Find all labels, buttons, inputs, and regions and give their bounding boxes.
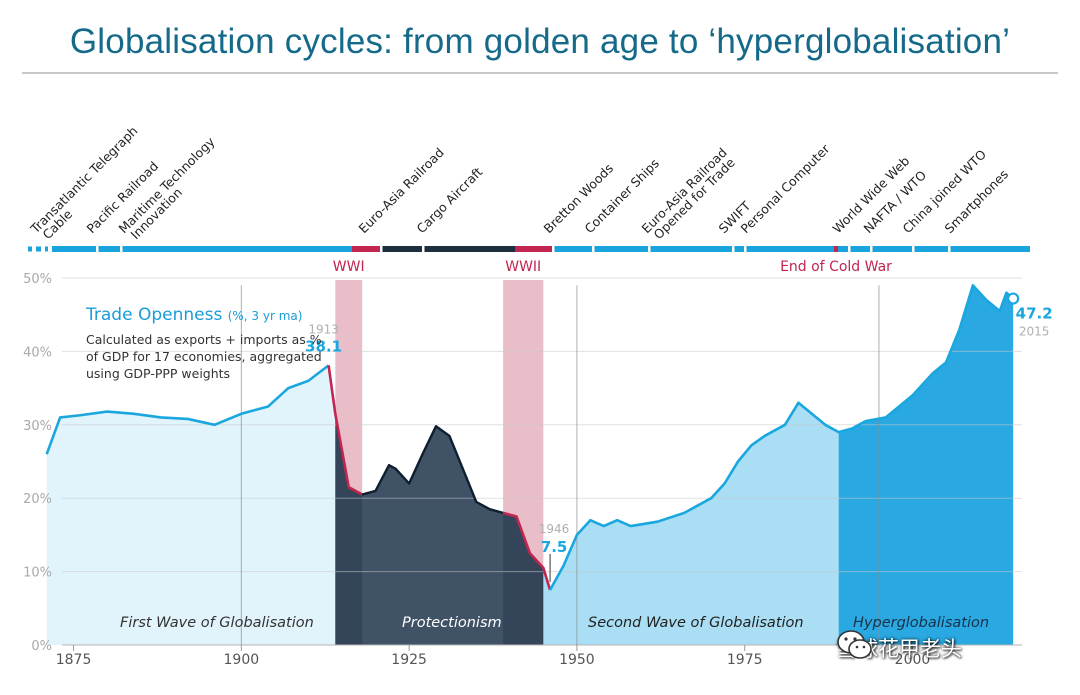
region-label: Second Wave of Globalisation: [588, 615, 804, 631]
timeline-separator: [848, 245, 851, 253]
y-tick-label: 30%: [23, 419, 52, 434]
event-label: Personal Computer: [738, 141, 834, 237]
chart-description-line: using GDP-PPP weights: [86, 366, 230, 381]
timeline-separator: [592, 245, 595, 253]
watermark: 雪球花甲老头: [836, 628, 1066, 668]
annotation-value-2015: 47.2: [1016, 305, 1053, 323]
timeline-dot: [36, 246, 41, 252]
annotation-value-1913: 38.1: [305, 337, 342, 355]
timeline-separator: [380, 245, 383, 253]
region-label: Protectionism: [402, 615, 502, 631]
annotation-year-1946: 1946: [539, 522, 570, 536]
war-label-end-cold-war: End of Cold War: [780, 259, 892, 275]
timeline-dot: [45, 246, 48, 252]
chart-title: Trade Openness (%, 3 yr ma): [85, 305, 302, 325]
x-tick-label: 1975: [727, 652, 763, 668]
timeline-layer: [28, 245, 1030, 253]
region-hyperglobalisation: [838, 285, 1014, 645]
timeline-separator: [744, 245, 747, 253]
end-point-marker: [1007, 292, 1020, 305]
timeline-segment: [422, 246, 515, 252]
trade-openness-line-3: [548, 284, 1015, 591]
timeline-dot: [28, 246, 32, 252]
timeline-separator: [120, 245, 123, 253]
timeline-separator: [552, 245, 555, 253]
region-label: Hyperglobalisation: [853, 615, 989, 631]
region-layers: [46, 280, 1014, 645]
x-tick-label: 1925: [391, 652, 427, 668]
grid-layer: [62, 277, 1022, 651]
timeline-separator: [912, 245, 915, 253]
y-tick-label: 0%: [31, 639, 52, 654]
decline-line-wwi: [327, 365, 363, 496]
annotation-year-1913: 1913: [308, 322, 339, 336]
y-tick-label: 50%: [23, 272, 52, 287]
x-tick-label: 1950: [559, 652, 595, 668]
x-tick-label: 1875: [56, 652, 92, 668]
war-label-wwii: WWII: [505, 259, 541, 275]
title-divider: [22, 72, 1058, 74]
timeline-segment: [352, 246, 380, 252]
decline-line-wwii: [502, 511, 552, 591]
y-tick-label: 40%: [23, 345, 52, 360]
timeline-separator: [948, 245, 951, 253]
timeline-segment: [838, 246, 1030, 252]
wechat-icon: [837, 630, 872, 659]
region-second-wave: [543, 402, 839, 645]
x-tick-label: 2000: [895, 652, 931, 668]
timeline-segment: [834, 246, 838, 252]
timeline-separator: [732, 245, 735, 253]
chart-description-line: of GDP for 17 economies, aggregated: [86, 349, 322, 364]
region-label: First Wave of Globalisation: [120, 615, 314, 631]
trade-openness-line-1: [45, 364, 330, 455]
line-layer: [45, 284, 1020, 591]
region-first-wave: [46, 365, 336, 645]
timeline-segment: [380, 246, 422, 252]
timeline-segment: [52, 246, 352, 252]
timeline-segment: [515, 246, 552, 252]
trade-openness-line-2: [361, 425, 504, 515]
timeline-segment: [552, 246, 834, 252]
war-overlay: [335, 413, 363, 645]
region-protectionism: [335, 413, 544, 645]
timeline-separator: [422, 245, 425, 253]
chart-description-line: Calculated as exports + imports as %: [86, 332, 322, 347]
timeline-separator: [648, 245, 651, 253]
page-title: Globalisation cycles: from golden age to…: [69, 22, 1011, 61]
annotation-value-1946: 7.5: [541, 538, 568, 556]
y-tick-label: 20%: [23, 492, 52, 507]
annotation-year-2015: 2015: [1019, 325, 1050, 339]
timeline-separator: [870, 245, 873, 253]
timeline-separator: [96, 245, 99, 253]
war-overlay: [503, 512, 544, 645]
event-label: Bretton Woods: [541, 161, 617, 237]
x-tick-label: 1900: [224, 652, 260, 668]
war-label-wwi: WWI: [333, 259, 365, 275]
y-tick-label: 10%: [23, 566, 52, 581]
